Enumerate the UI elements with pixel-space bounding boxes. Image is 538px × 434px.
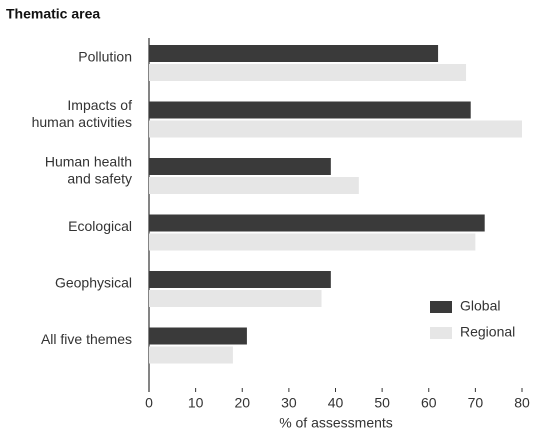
legend-label: Global — [460, 298, 500, 314]
chart-title: Thematic area — [6, 6, 100, 22]
bar — [149, 346, 233, 364]
y-tick-label: Impacts of human activities — [32, 97, 132, 130]
x-axis-label: % of assessments — [279, 415, 393, 431]
y-tick-label: Pollution — [78, 49, 132, 65]
x-tick-label: 70 — [468, 395, 484, 411]
y-tick-label: All five themes — [41, 331, 132, 347]
y-tick-label: Ecological — [68, 218, 132, 234]
x-tick-label: 50 — [374, 395, 390, 411]
x-tick-label: 30 — [281, 395, 297, 411]
x-tick-label: 20 — [234, 395, 250, 411]
bar — [149, 214, 485, 232]
legend-swatch — [430, 301, 452, 313]
legend-swatch — [430, 327, 452, 339]
bar — [149, 101, 471, 119]
bar — [149, 290, 322, 307]
bar — [149, 158, 331, 175]
bar — [149, 64, 467, 81]
x-tick-label: 40 — [328, 395, 344, 411]
bar — [149, 233, 476, 251]
bar — [149, 120, 522, 138]
bar — [149, 327, 247, 345]
bar — [149, 45, 439, 62]
x-tick-label: 0 — [145, 395, 153, 411]
legend-label: Regional — [460, 324, 515, 340]
y-tick-label: Geophysical — [55, 275, 132, 291]
y-tick-label: Human health and safety — [45, 153, 132, 186]
bar — [149, 271, 331, 288]
bar — [149, 177, 359, 194]
x-tick-label: 60 — [421, 395, 437, 411]
x-tick-label: 80 — [514, 395, 530, 411]
x-tick-label: 10 — [188, 395, 204, 411]
